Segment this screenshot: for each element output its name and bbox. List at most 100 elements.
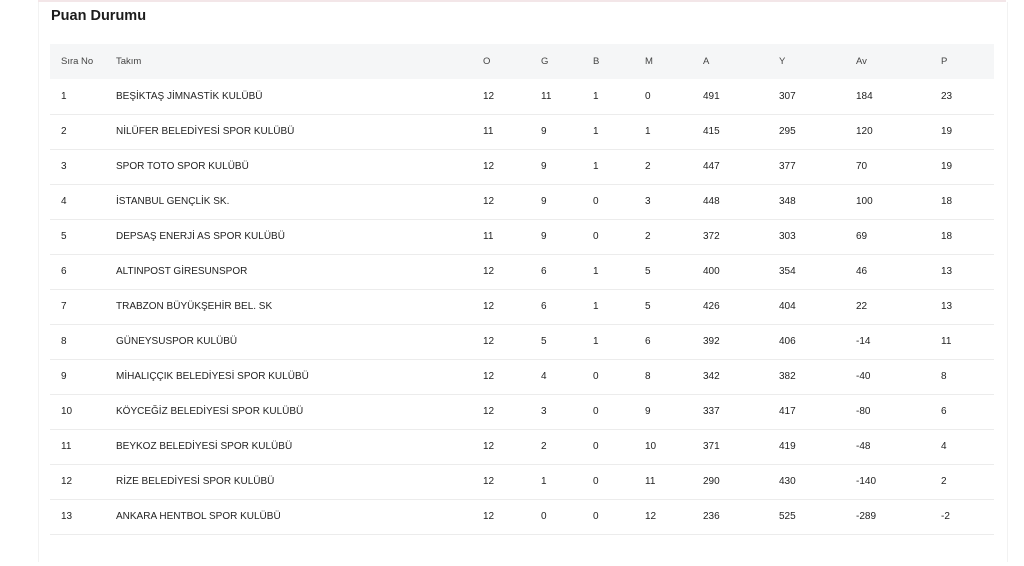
column-header-goals-for[interactable]: A [703, 56, 710, 67]
table-row: 13 ANKARA HENTBOL SPOR KULÜBÜ 12 0 0 12 236 525… [50, 499, 994, 534]
table-header: Sıra No Takım O G B M A Y Av P [50, 44, 994, 79]
cell-won: 9 [541, 126, 547, 137]
cell-won: 3 [541, 406, 547, 417]
cell-goals-for: 290 [703, 476, 720, 487]
cell-goals-against: 348 [779, 196, 796, 207]
cell-team[interactable]: RİZE BELEDİYESİ SPOR KULÜBÜ [116, 476, 275, 487]
cell-goals-against: 303 [779, 231, 796, 242]
cell-team[interactable]: ALTINPOST GİRESUNSPOR [116, 266, 248, 277]
cell-team[interactable]: MİHALIÇÇIK BELEDİYESİ SPOR KULÜBÜ [116, 371, 309, 382]
cell-goals-for: 372 [703, 231, 720, 242]
cell-rank: 13 [61, 511, 73, 522]
top-border [38, 0, 1006, 2]
cell-average: 100 [856, 196, 873, 207]
page-title: Puan Durumu [51, 8, 147, 24]
cell-played: 12 [483, 336, 495, 347]
cell-points: -2 [941, 511, 950, 522]
table-row: 9 MİHALIÇÇIK BELEDİYESİ SPOR KULÜBÜ 12 4 0 8 3… [50, 359, 994, 394]
cell-lost: 5 [645, 301, 651, 312]
cell-rank: 10 [61, 406, 73, 417]
cell-team[interactable]: ANKARA HENTBOL SPOR KULÜBÜ [116, 511, 281, 522]
column-header-lost[interactable]: M [645, 56, 653, 67]
cell-rank: 7 [61, 301, 67, 312]
cell-points: 4 [941, 441, 947, 452]
table-row: 2 NİLÜFER BELEDİYESİ SPOR KULÜBÜ 11 9 1 1 415 2… [50, 114, 994, 149]
cell-goals-against: 430 [779, 476, 796, 487]
cell-goals-for: 371 [703, 441, 720, 452]
column-header-points[interactable]: P [941, 56, 948, 67]
cell-won: 6 [541, 266, 547, 277]
cell-team[interactable]: TRABZON BÜYÜKŞEHİR BEL. SK [116, 301, 273, 312]
cell-points: 18 [941, 196, 953, 207]
cell-team[interactable]: BEYKOZ BELEDİYESİ SPOR KULÜBÜ [116, 441, 293, 452]
column-header-drawn[interactable]: B [593, 56, 600, 67]
cell-lost: 2 [645, 161, 651, 172]
cell-team[interactable]: İSTANBUL GENÇLİK SK. [116, 196, 230, 207]
cell-played: 12 [483, 441, 495, 452]
cell-goals-against: 382 [779, 371, 796, 382]
cell-goals-against: 307 [779, 90, 796, 102]
cell-goals-against: 419 [779, 441, 796, 452]
table-row: 1 BEŞİKTAŞ JİMNASTİK KULÜBÜ 12 11 1 0 491 307 18… [50, 79, 994, 114]
column-header-played[interactable]: O [483, 56, 491, 67]
cell-goals-against: 377 [779, 161, 796, 172]
column-header-average[interactable]: Av [856, 56, 867, 67]
cell-played: 12 [483, 196, 495, 207]
cell-won: 4 [541, 371, 547, 382]
cell-points: 8 [941, 371, 947, 382]
cell-points: 13 [941, 266, 953, 277]
cell-average: -80 [856, 406, 871, 417]
cell-lost: 2 [645, 231, 651, 242]
cell-team[interactable]: KÖYCEĞİZ BELEDİYESİ SPOR KULÜBÜ [116, 406, 304, 417]
cell-goals-for: 337 [703, 406, 720, 417]
cell-played: 12 [483, 406, 495, 417]
cell-rank: 11 [61, 441, 72, 452]
standings-card [38, 2, 1008, 562]
cell-rank: 3 [61, 161, 67, 172]
cell-average: -289 [856, 511, 877, 522]
cell-won: 9 [541, 196, 547, 207]
cell-drawn: 1 [593, 336, 599, 347]
cell-lost: 11 [645, 476, 656, 487]
cell-points: 19 [941, 126, 953, 137]
column-header-rank[interactable]: Sıra No [61, 56, 94, 67]
cell-lost: 9 [645, 406, 651, 417]
cell-team[interactable]: GÜNEYSUSPOR KULÜBÜ [116, 336, 238, 347]
cell-team[interactable]: BEŞİKTAŞ JİMNASTİK KULÜBÜ [116, 90, 263, 102]
cell-lost: 6 [645, 336, 651, 347]
table-row: 7 TRABZON BÜYÜKŞEHİR BEL. SK 12 6 1 5 426 404 22… [50, 289, 994, 324]
cell-goals-for: 400 [703, 266, 720, 277]
cell-points: 19 [941, 161, 953, 172]
cell-drawn: 1 [593, 161, 599, 172]
cell-drawn: 0 [593, 371, 599, 382]
cell-drawn: 1 [593, 266, 599, 277]
cell-drawn: 0 [593, 196, 599, 207]
cell-goals-against: 354 [779, 266, 796, 277]
cell-lost: 0 [645, 90, 651, 102]
cell-goals-against: 417 [779, 406, 796, 417]
cell-team[interactable]: SPOR TOTO SPOR KULÜBÜ [116, 161, 249, 172]
cell-team[interactable]: NİLÜFER BELEDİYESİ SPOR KULÜBÜ [116, 126, 295, 137]
cell-drawn: 0 [593, 441, 599, 452]
cell-goals-for: 236 [703, 511, 720, 522]
cell-won: 9 [541, 161, 547, 172]
cell-played: 11 [483, 231, 494, 242]
column-header-goals-against[interactable]: Y [779, 56, 786, 67]
cell-average: 46 [856, 266, 868, 277]
cell-won: 11 [541, 90, 552, 102]
cell-team[interactable]: DEPSAŞ ENERJİ AS SPOR KULÜBÜ [116, 231, 285, 242]
cell-average: -40 [856, 371, 871, 382]
cell-points: 2 [941, 476, 947, 487]
column-header-team[interactable]: Takım [116, 56, 142, 67]
cell-won: 0 [541, 511, 547, 522]
cell-points: 23 [941, 90, 953, 102]
cell-won: 2 [541, 441, 547, 452]
cell-goals-against: 525 [779, 511, 796, 522]
cell-played: 12 [483, 511, 495, 522]
cell-points: 11 [941, 336, 952, 347]
column-header-won[interactable]: G [541, 56, 549, 67]
cell-won: 5 [541, 336, 547, 347]
table-row: 3 SPOR TOTO SPOR KULÜBÜ 12 9 1 2 447 377 70 19 [50, 149, 994, 184]
table-row: 4 İSTANBUL GENÇLİK SK. 12 9 0 3 448 348 100 18 [50, 184, 994, 219]
cell-drawn: 1 [593, 90, 599, 102]
